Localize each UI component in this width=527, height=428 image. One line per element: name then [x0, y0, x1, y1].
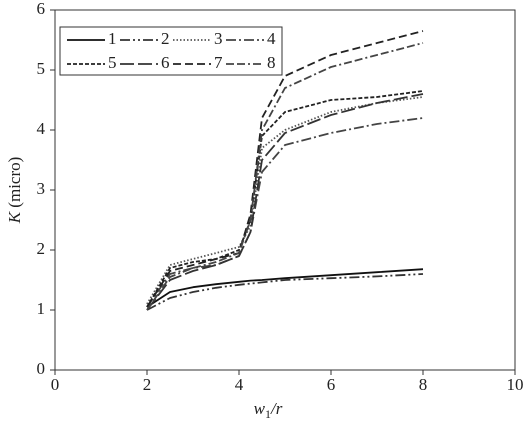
x-tick-label: 0: [51, 375, 60, 394]
series-line: [146, 273, 424, 311]
x-tick-label: 6: [327, 375, 336, 394]
x-label-sub: 1: [265, 407, 271, 421]
legend-label: 6: [161, 53, 170, 72]
x-tick-label: 4: [235, 375, 244, 394]
series-line: [146, 90, 424, 308]
series-line: [146, 42, 424, 311]
y-label-part: K: [5, 210, 24, 224]
x-label-part: /r: [270, 399, 283, 418]
series-line: [146, 96, 424, 305]
y-tick-label: 0: [37, 359, 46, 378]
x-tick-label: 10: [507, 375, 524, 394]
legend-label: 5: [108, 53, 117, 72]
series-line: [146, 117, 424, 308]
series-line: [146, 268, 424, 308]
y-tick-label: 3: [37, 179, 46, 198]
legend-label: 2: [161, 29, 170, 48]
legend-label: 7: [214, 53, 223, 72]
y-axis-label: K (micro): [5, 157, 24, 225]
y-tick-label: 1: [37, 299, 46, 318]
series-line: [146, 30, 424, 308]
x-tick-label: 8: [419, 375, 428, 394]
y-tick-label: 2: [37, 239, 46, 258]
legend: [59, 26, 283, 76]
legend-label: 3: [214, 29, 223, 48]
x-label-part: w: [254, 399, 266, 418]
legend-label: 8: [267, 53, 276, 72]
y-tick-label: 4: [37, 119, 46, 138]
y-tick-label: 6: [37, 0, 46, 18]
x-axis-label: w1/r: [254, 399, 283, 421]
x-tick-label: 2: [143, 375, 152, 394]
y-label-part: (micro): [5, 157, 24, 212]
y-tick-label: 5: [37, 59, 46, 78]
legend-label: 4: [267, 29, 276, 48]
legend-label: 1: [108, 29, 117, 48]
series-line: [146, 93, 424, 311]
